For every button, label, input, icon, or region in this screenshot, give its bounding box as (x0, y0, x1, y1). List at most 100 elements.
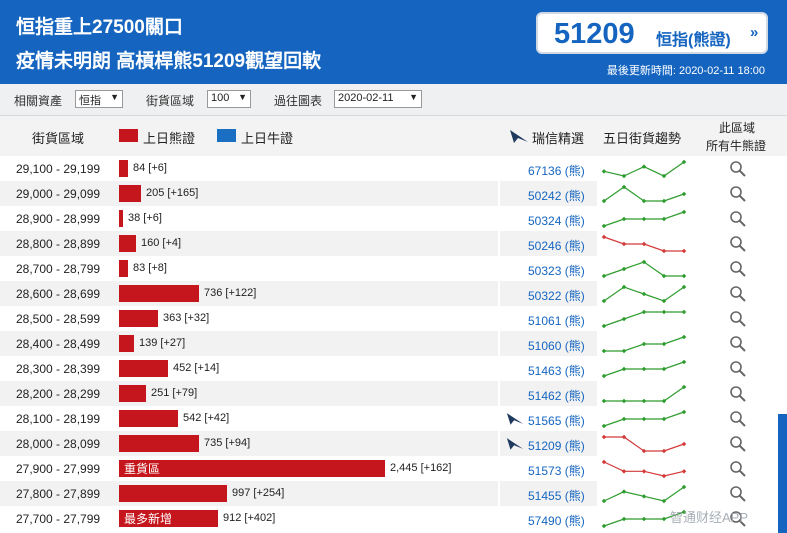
col-range: 街貨區域 (32, 131, 85, 146)
search-icon[interactable] (729, 435, 747, 453)
row-quantity: 205 [+165] (146, 187, 199, 199)
featured-code-card[interactable]: 51209 恒指(熊證) » (536, 12, 768, 54)
warrant-code-link[interactable]: 51209 (熊) (528, 439, 585, 453)
table-row: 29,000 - 29,099 205 [+165] 50242 (熊) (0, 181, 787, 206)
bear-bar[interactable] (119, 335, 134, 352)
table-row: 29,100 - 29,199 84 [+6] 67136 (熊) (0, 156, 787, 181)
bar-cell: 997 [+254] (116, 481, 498, 506)
code-cell: 51061 (熊) (500, 306, 597, 331)
row-range: 28,800 - 28,899 (0, 231, 116, 256)
col-bull-legend: 上日牛證 (241, 131, 294, 146)
row-quantity: 452 [+14] (173, 362, 220, 374)
featured-code-type: 恒指(熊證) (656, 32, 731, 49)
search-icon[interactable] (729, 485, 747, 503)
bear-bar[interactable] (119, 485, 227, 502)
search-icon[interactable] (729, 360, 747, 378)
row-range: 27,900 - 27,999 (16, 462, 101, 476)
table-header: 街貨區域 上日熊證 上日牛證 瑞信精選 五日街貨趨勢 此區域 所有牛熊證 (0, 116, 787, 156)
bar-cell: 205 [+165] (116, 181, 498, 206)
table-row: 28,800 - 28,899 160 [+4] 50246 (熊) (0, 231, 787, 256)
bar-cell: 139 [+27] (116, 331, 498, 356)
five-day-trend-sparkline (601, 209, 687, 229)
row-quantity: 2,445 [+162] (390, 462, 452, 474)
bear-bar[interactable] (119, 235, 136, 252)
bar-cell: 542 [+42] (116, 406, 498, 431)
search-icon[interactable] (729, 310, 747, 328)
table-row: 28,900 - 28,999 38 [+6] 50324 (熊) (0, 206, 787, 231)
warrant-code-link[interactable]: 51463 (熊) (528, 364, 585, 378)
row-range: 28,300 - 28,399 (16, 362, 101, 376)
chevron-down-icon: ▼ (110, 92, 119, 102)
search-icon[interactable] (729, 460, 747, 478)
warrant-code-link[interactable]: 51455 (熊) (528, 489, 585, 503)
bar-cell: 38 [+6] (116, 206, 498, 231)
table-row: 28,500 - 28,599 363 [+32] 51061 (熊) (0, 306, 787, 331)
row-quantity: 542 [+42] (183, 412, 230, 424)
bear-bar[interactable] (119, 435, 199, 452)
bear-bar[interactable] (119, 260, 128, 277)
warrant-code-link[interactable]: 51565 (熊) (528, 414, 585, 428)
col-picks: 瑞信精選 (532, 131, 585, 146)
row-quantity: 84 [+6] (133, 162, 167, 174)
search-icon[interactable] (729, 410, 747, 428)
row-range: 28,900 - 28,999 (16, 212, 101, 226)
code-cell: 50242 (熊) (500, 181, 597, 206)
warrant-code-link[interactable]: 50324 (熊) (528, 214, 585, 228)
row-range: 28,100 - 28,199 (16, 412, 101, 426)
search-icon[interactable] (729, 210, 747, 228)
credit-suisse-sail-icon (506, 413, 524, 425)
search-icon[interactable] (729, 185, 747, 203)
history-date-select[interactable]: 2020-02-11 ▼ (334, 90, 422, 108)
search-icon[interactable] (729, 160, 747, 178)
warrant-code-link[interactable]: 57490 (熊) (528, 514, 585, 528)
warrant-code-link[interactable]: 51061 (熊) (528, 314, 585, 328)
five-day-trend-sparkline (601, 409, 687, 429)
bar-cell: 735 [+94] (116, 431, 498, 456)
search-icon[interactable] (729, 335, 747, 353)
search-icon[interactable] (729, 385, 747, 403)
search-icon[interactable] (729, 285, 747, 303)
bear-bar[interactable] (119, 285, 199, 302)
warrant-code-link[interactable]: 50242 (熊) (528, 189, 585, 203)
filter-bar: 相關資產 恒指 ▼ 街貨區域 100 ▼ 過往圖表 2020-02-11 ▼ (0, 84, 787, 116)
warrant-code-link[interactable]: 50323 (熊) (528, 264, 585, 278)
row-quantity: 912 [+402] (223, 512, 276, 524)
row-quantity: 736 [+122] (204, 287, 257, 299)
credit-suisse-sail-icon (506, 438, 524, 450)
row-range: 28,400 - 28,499 (0, 331, 116, 356)
col-trend: 五日街貨趨勢 (603, 131, 682, 146)
table-row: 28,300 - 28,399 452 [+14] 51463 (熊) (0, 356, 787, 381)
bar-tag: 最多新增 (124, 512, 173, 526)
search-icon[interactable] (729, 235, 747, 253)
bear-bar[interactable] (119, 210, 123, 227)
row-quantity: 251 [+79] (151, 387, 198, 399)
watermark: 智通财经APP (670, 510, 749, 525)
warrant-code-link[interactable]: 51462 (熊) (528, 389, 585, 403)
warrant-code-link[interactable]: 67136 (熊) (528, 164, 585, 178)
bear-bar[interactable] (119, 510, 218, 527)
warrant-code-link[interactable]: 50246 (熊) (528, 239, 585, 253)
headline-secondary: 疫情未明朗 高槓桿熊51209觀望回軟 (16, 51, 322, 72)
asset-select[interactable]: 恒指 ▼ (75, 90, 123, 108)
bar-cell: 736 [+122] (116, 281, 498, 306)
bar-tag: 重貨區 (124, 462, 161, 476)
bear-bar[interactable] (119, 310, 158, 327)
bear-bar[interactable] (119, 460, 385, 477)
history-select-value: 2020-02-11 (338, 92, 394, 104)
bar-cell: 363 [+32] (116, 306, 498, 331)
range-select[interactable]: 100 ▼ (207, 90, 251, 108)
warrant-code-link[interactable]: 51060 (熊) (528, 339, 585, 353)
bear-bar[interactable] (119, 185, 141, 202)
warrant-code-link[interactable]: 50322 (熊) (528, 289, 585, 303)
code-cell: 51463 (熊) (500, 356, 597, 381)
search-icon[interactable] (729, 260, 747, 278)
bear-bar[interactable] (119, 160, 128, 177)
warrant-code-link[interactable]: 51573 (熊) (528, 464, 585, 478)
search-icon[interactable] (729, 510, 747, 528)
code-cell: 51462 (熊) (500, 381, 597, 406)
bear-bar[interactable] (119, 385, 146, 402)
side-tab[interactable] (778, 414, 787, 533)
table-row: 28,400 - 28,499 139 [+27] 51060 (熊) (0, 331, 787, 356)
bear-bar[interactable] (119, 410, 178, 427)
bear-bar[interactable] (119, 360, 168, 377)
